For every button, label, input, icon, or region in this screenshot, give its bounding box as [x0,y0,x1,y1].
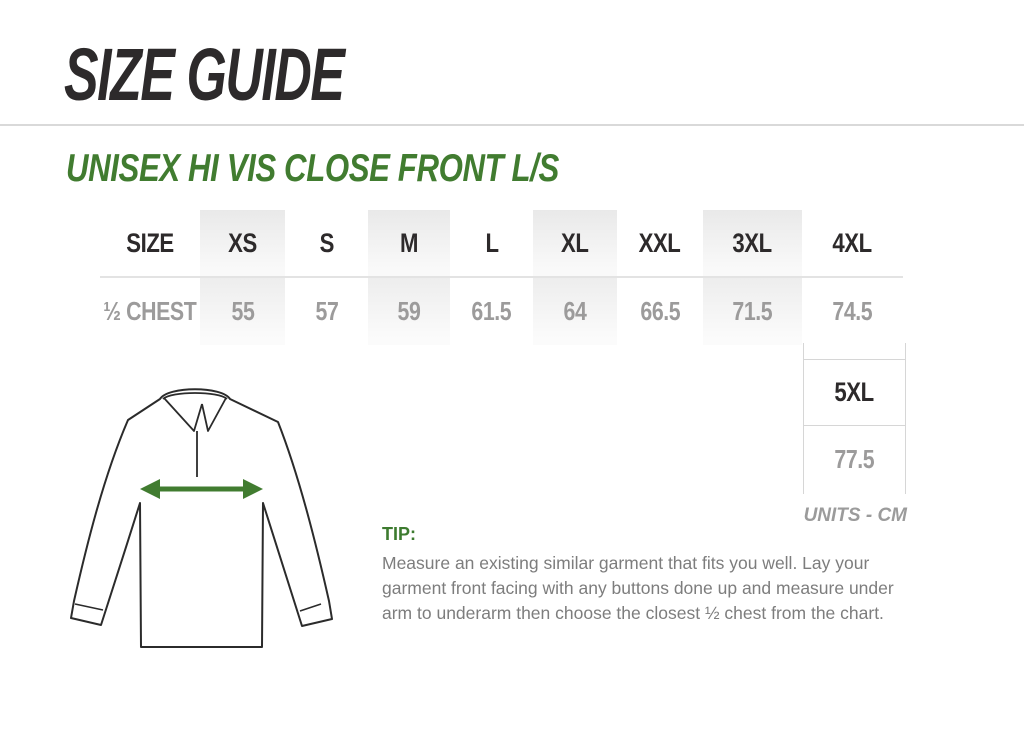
size-header-cell: XS [200,210,285,278]
size-header-label: SIZE [126,227,174,258]
page-title: SIZE GUIDE [64,33,345,116]
chest-value: 74.5 [832,296,873,326]
size-column-xl: XL 64 [533,210,617,345]
chest-value-cell: 55 [200,278,285,345]
size-column-m: M 59 [368,210,450,345]
chest-value: 66.5 [640,296,680,326]
tip-text-line: Measure an existing similar garment that… [382,553,870,573]
chest-value-cell: 71.5 [703,278,802,345]
size-name: 3XL [732,227,773,258]
size-header-cell: XXL [617,210,703,278]
size-name: S [319,227,334,258]
chest-value-cell: 74.5 [802,278,903,345]
chest-value: 55 [231,296,254,326]
horizontal-divider [0,124,1024,126]
units-label: UNITS - CM [803,505,907,526]
product-title: UNISEX HI VIS CLOSE FRONT L/S [66,147,559,190]
size-column-xs: XS 55 [200,210,285,345]
shirt-outline [70,388,333,648]
size-header-cell: SIZE [100,210,200,278]
size-column-4xl: 4XL 74.5 [802,210,903,345]
chest-value-cell: 59 [368,278,450,345]
collar-lines [162,392,228,432]
size-name: XS [228,227,257,258]
chest-row-label-cell: ½ CHEST [100,278,200,345]
size-name: XXL [639,227,681,258]
size-column-xxl: XXL 66.5 [617,210,703,345]
chest-value: 61.5 [471,296,512,326]
extra-block-spacer [804,343,905,360]
size-name: M [399,227,419,258]
chest-row-label: ½ CHEST [103,296,197,326]
tip-block: TIP: Measure an existing similar garment… [382,524,942,626]
cuff-seam-lines [74,603,322,612]
chest-value: 64 [563,296,587,326]
shirt-illustration [70,388,333,648]
chest-width-arrow-icon [140,479,263,499]
size-header-cell: L [450,210,533,278]
size-column-l: L 61.5 [450,210,533,345]
chest-value-cell: 57 [285,278,368,345]
chest-value-cell: 66.5 [617,278,703,345]
size-table-label-column: SIZE ½ CHEST [100,210,200,345]
size-column-5xl-block: 5XL 77.5 [803,343,906,494]
tip-text-line: garment front facing with any buttons do… [382,578,894,598]
chest-value-cell-5xl: 77.5 [804,426,905,492]
chest-value-cell: 64 [533,278,617,345]
size-table: SIZE ½ CHEST XS 55 S 57 M [100,210,903,345]
size-header-cell-5xl: 5XL [804,360,905,426]
size-name: L [484,227,499,258]
size-column-s: S 57 [285,210,368,345]
size-name: 5XL [834,377,875,407]
tip-text-line: arm to underarm then choose the closest … [382,603,884,623]
chest-value: 59 [397,296,421,326]
chest-value-cell: 61.5 [450,278,533,345]
chest-value: 57 [315,296,338,326]
size-name: 4XL [832,227,873,258]
chest-value: 71.5 [732,296,773,326]
size-header-cell: 3XL [703,210,802,278]
size-header-cell: XL [533,210,617,278]
size-header-cell: 4XL [802,210,903,278]
size-header-cell: M [368,210,450,278]
size-header-cell: S [285,210,368,278]
size-name: XL [561,227,589,258]
tip-label: TIP: [382,524,416,544]
chest-value: 77.5 [834,443,875,474]
size-column-3xl: 3XL 71.5 [703,210,802,345]
